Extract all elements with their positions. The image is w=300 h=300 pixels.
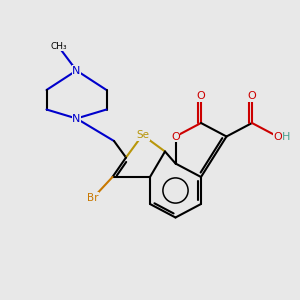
- Text: O: O: [248, 91, 256, 101]
- Text: O: O: [171, 131, 180, 142]
- Text: Se: Se: [136, 130, 149, 140]
- Text: N: N: [72, 113, 81, 124]
- Text: H: H: [282, 131, 291, 142]
- Text: O: O: [196, 91, 206, 101]
- Text: CH₃: CH₃: [50, 42, 67, 51]
- Text: Br: Br: [87, 193, 99, 203]
- Text: O: O: [273, 131, 282, 142]
- Text: N: N: [72, 65, 81, 76]
